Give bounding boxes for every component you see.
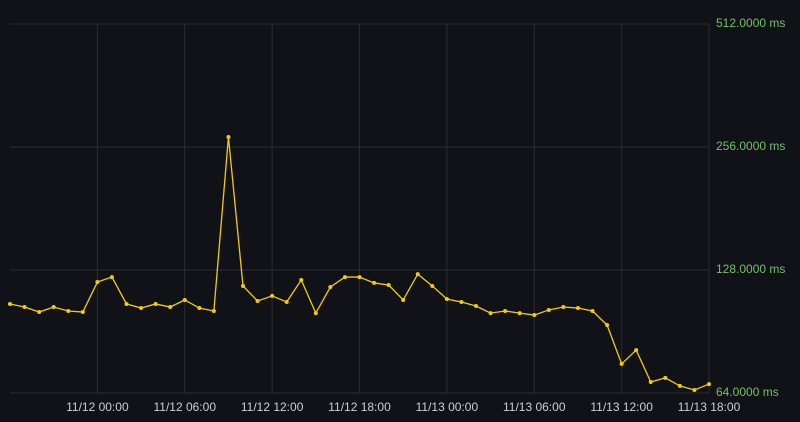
- data-point: [561, 305, 566, 310]
- data-point: [109, 275, 114, 280]
- data-point: [197, 306, 202, 311]
- data-point: [51, 305, 56, 310]
- data-point: [241, 283, 245, 288]
- data-point: [328, 285, 333, 290]
- data-point: [648, 379, 653, 384]
- data-point: [474, 303, 478, 308]
- data-point: [575, 306, 580, 311]
- x-tick-label: 11/13 00:00: [416, 400, 479, 414]
- data-point: [168, 305, 173, 310]
- x-tick-label: 11/12 18:00: [328, 400, 391, 414]
- data-point: [415, 272, 420, 277]
- data-point: [66, 308, 71, 313]
- data-point: [503, 308, 508, 313]
- data-point: [488, 311, 493, 316]
- data-point: [226, 135, 231, 140]
- data-point: [313, 311, 318, 316]
- data-point: [8, 301, 12, 306]
- data-point: [270, 293, 275, 298]
- x-tick-label: 11/12 00:00: [66, 400, 129, 414]
- data-point: [619, 361, 624, 366]
- y-tick-label: 256.0000 ms: [716, 139, 785, 153]
- data-point: [605, 322, 610, 327]
- y-tick-label: 64.0000 ms: [716, 385, 779, 399]
- data-point: [284, 299, 289, 304]
- x-tick-label: 11/13 18:00: [678, 400, 741, 414]
- data-point: [255, 298, 260, 303]
- data-point: [532, 313, 537, 318]
- data-point: [430, 283, 435, 288]
- y-tick-label: 512.0000 ms: [716, 16, 785, 30]
- x-tick-label: 11/12 12:00: [241, 400, 304, 414]
- data-point: [663, 375, 668, 380]
- data-point: [590, 308, 595, 313]
- data-point: [139, 306, 144, 311]
- data-point: [182, 297, 187, 302]
- data-point: [80, 310, 85, 315]
- data-point: [707, 382, 711, 387]
- data-point: [372, 280, 377, 285]
- data-point: [386, 283, 391, 288]
- data-point: [401, 297, 406, 302]
- data-point: [546, 307, 551, 312]
- x-tick-label: 11/13 12:00: [590, 400, 653, 414]
- data-point: [95, 280, 100, 285]
- data-point: [124, 301, 129, 306]
- y-tick-label: 128.0000 ms: [716, 262, 785, 276]
- x-tick-label: 11/13 06:00: [503, 400, 566, 414]
- data-point: [153, 301, 158, 306]
- data-point: [634, 348, 639, 353]
- data-point: [459, 299, 464, 304]
- data-point: [37, 310, 42, 315]
- data-point: [342, 275, 347, 280]
- data-point: [211, 308, 216, 313]
- data-point: [299, 277, 304, 282]
- data-point: [357, 275, 362, 280]
- x-tick-label: 11/12 06:00: [153, 400, 216, 414]
- data-point: [692, 387, 697, 392]
- data-point: [444, 297, 449, 302]
- data-point: [22, 305, 27, 310]
- data-point: [677, 383, 682, 388]
- data-point: [517, 311, 522, 316]
